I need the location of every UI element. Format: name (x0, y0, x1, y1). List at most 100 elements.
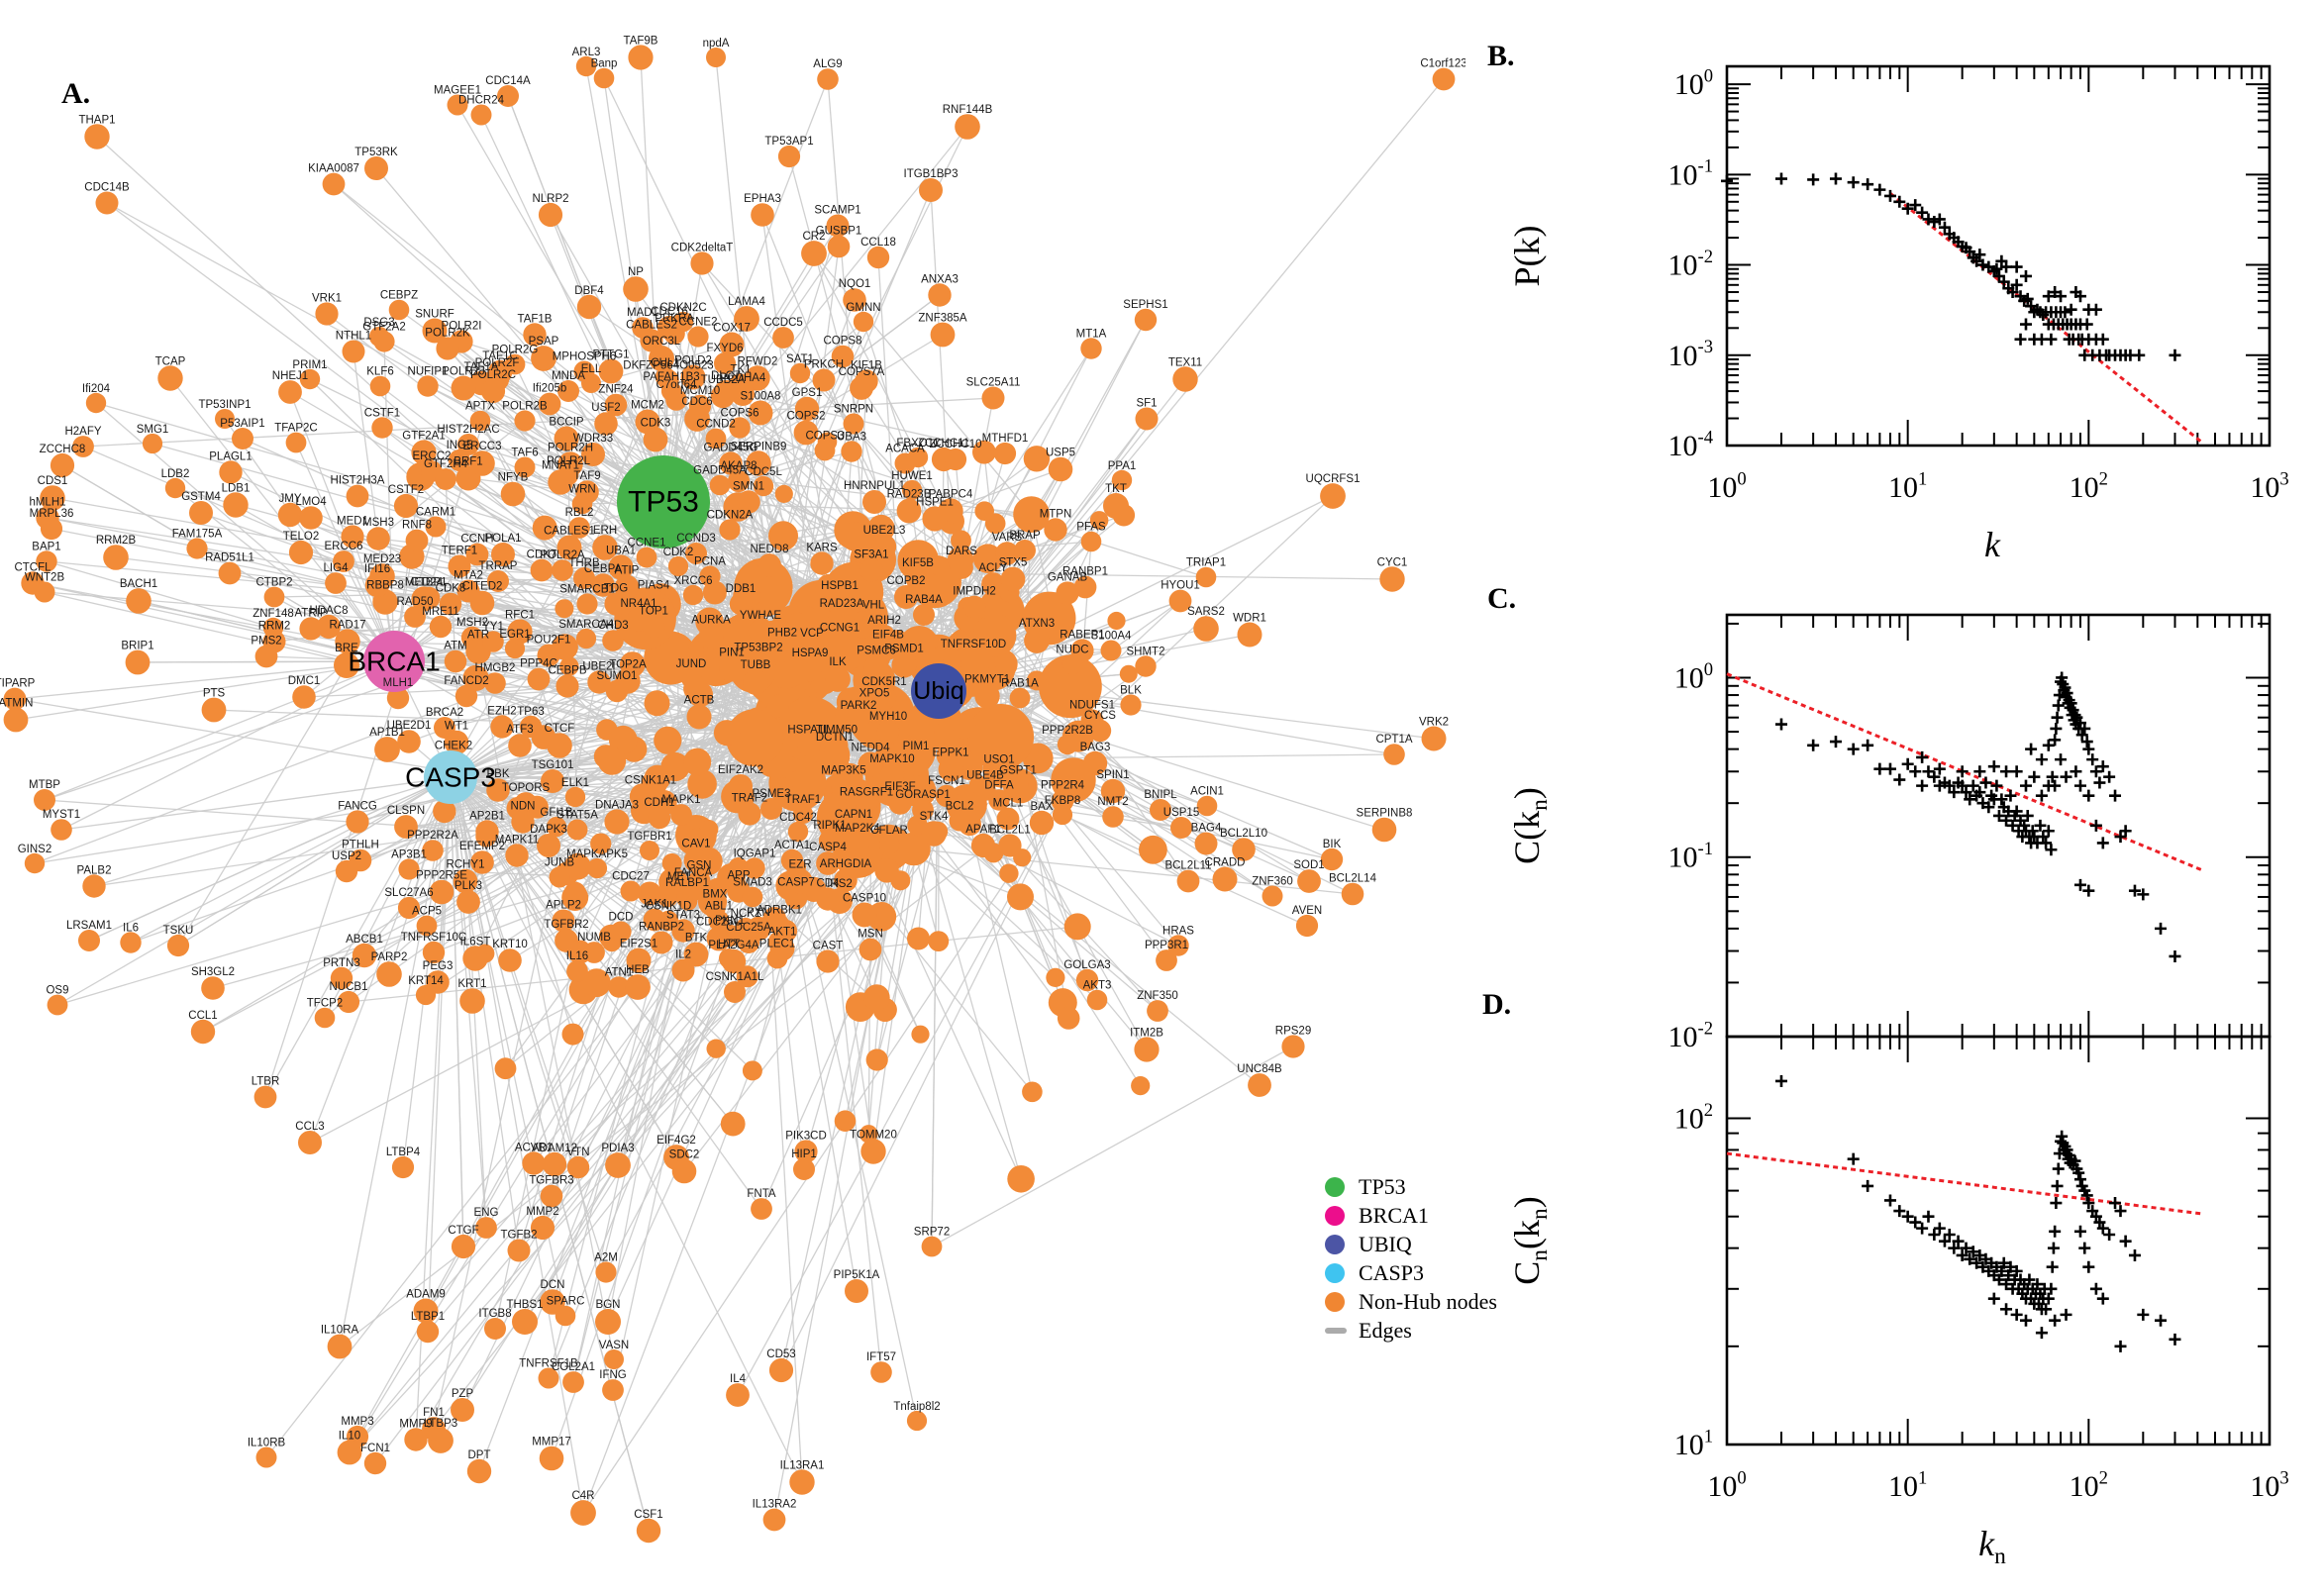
hub-label-casp3: CASP3 (405, 762, 496, 793)
gene-label: VHL (862, 600, 885, 612)
non-hub-node (769, 637, 795, 662)
gene-label: XPO5 (859, 687, 890, 699)
gene-label: COL2A1 (552, 1361, 595, 1373)
non-hub-node (1383, 744, 1405, 765)
gene-label: NLRP2 (532, 193, 568, 205)
non-hub-node (906, 1410, 928, 1432)
plot-frame (1725, 64, 2272, 448)
gene-label: APTX (465, 401, 495, 413)
non-hub-node (1056, 581, 1079, 605)
non-hub-node (514, 792, 538, 816)
gene-label: PSME3 (753, 788, 791, 800)
non-hub-node (422, 318, 448, 344)
gene-label: NDUFS1 (1069, 699, 1115, 711)
non-hub-node (462, 946, 488, 971)
gene-label: CDK5R1 (861, 676, 906, 688)
non-hub-node (95, 191, 119, 215)
gene-label: FANCD2 (444, 675, 488, 687)
gene-label: BRCA2 (426, 707, 463, 719)
non-hub-node (644, 690, 670, 717)
gene-label: ILK (829, 656, 847, 668)
non-hub-node (719, 332, 745, 357)
gene-label: RFC1 (505, 609, 535, 621)
gene-label: PARP2 (371, 951, 408, 963)
gene-label: CD53 (766, 1348, 795, 1360)
gene-label: SAT1 (786, 353, 814, 365)
gene-label: VRK1 (312, 292, 342, 304)
gene-label: ACVR1 (515, 1142, 553, 1153)
non-hub-node (1237, 622, 1262, 648)
gene-label: BCL2L14 (1329, 873, 1377, 885)
gene-label: STAT5A (556, 810, 598, 822)
gene-label: MMP2 (526, 1206, 558, 1218)
non-hub-node (672, 311, 694, 333)
non-hub-node (738, 932, 759, 953)
gene-label: BRIP1 (121, 641, 153, 652)
gene-label: DARS (946, 546, 977, 557)
gene-label: DPT (468, 1449, 491, 1461)
gene-label: BAG3 (1080, 742, 1111, 753)
gene-label: SUMO1 (597, 670, 638, 682)
non-hub-node (967, 704, 1035, 770)
gene-label: PLA2G4A (708, 940, 758, 951)
chart-d: 102 101 100 101 102 103 kn Cn(kn) (1507, 1035, 2289, 1569)
non-hub-node (949, 810, 970, 832)
non-hub-node (342, 340, 365, 363)
gene-label: CCNH (460, 534, 493, 546)
fit-line (1726, 1151, 2202, 1216)
gene-label: SPARC (547, 1296, 585, 1308)
gene-label: FSCN1 (928, 775, 965, 787)
gene-label: BIK (1323, 839, 1342, 850)
gene-label: EZR (789, 858, 812, 870)
non-hub-node (706, 926, 732, 951)
tick-label: 100 (1707, 1467, 1746, 1503)
gene-label: HIP1 (791, 1148, 817, 1160)
gene-label: SOD1 (1293, 859, 1324, 871)
gene-label: SLC25A11 (966, 377, 1021, 389)
non-hub-node (475, 820, 499, 844)
non-hub-node (742, 886, 763, 908)
data-points (1774, 1074, 2181, 1352)
non-hub-node (684, 406, 710, 432)
gene-label: AKT3 (1083, 980, 1112, 992)
gene-label: RABEP1 (1060, 629, 1104, 641)
non-hub-node (794, 1140, 818, 1163)
gene-label: TP63 (517, 706, 545, 718)
legend-label: UBIQ (1359, 1231, 1412, 1256)
gene-label: IL6 (123, 922, 139, 934)
gene-label: CEBPB (549, 664, 587, 676)
non-hub-node (374, 737, 400, 762)
non-hub-node (1156, 949, 1177, 971)
non-hub-node (514, 410, 536, 432)
non-hub-node (581, 443, 605, 466)
gene-label: MMP3 (341, 1416, 373, 1428)
gene-label: HIST2H3A (331, 475, 385, 487)
non-hub-node (548, 469, 573, 495)
non-hub-node (956, 753, 983, 780)
gene-label: SMARCB1 (559, 583, 615, 595)
gene-label: AP1B1 (369, 727, 405, 739)
tick-label: 101 (1674, 1426, 1713, 1461)
non-hub-node (724, 981, 746, 1003)
non-hub-node (422, 1417, 446, 1441)
non-hub-node (708, 910, 730, 932)
non-hub-node (532, 515, 557, 541)
non-hub-node (1432, 67, 1456, 91)
gene-label: SH3GL2 (191, 966, 235, 978)
gene-label: POLR2C (470, 369, 516, 381)
non-hub-node (531, 346, 556, 371)
gene-label: RAB1A (1001, 678, 1039, 690)
gene-label: C1orf123 (1420, 58, 1465, 70)
non-hub-node (595, 1309, 621, 1335)
gene-label: POU2F1 (527, 634, 571, 646)
gene-label: NUMB (577, 932, 611, 944)
gene-label: ITM2B (1130, 1027, 1163, 1039)
gene-label: SF1 (1136, 397, 1157, 409)
gene-label: CDK2deltaT (671, 242, 734, 253)
non-hub-node (1371, 817, 1397, 843)
non-hub-node (444, 649, 467, 673)
non-hub-node (1341, 882, 1364, 906)
gene-label: GTF2A2 (362, 321, 405, 333)
gene-label: FAM175A (172, 528, 223, 540)
non-hub-node (1013, 496, 1050, 533)
